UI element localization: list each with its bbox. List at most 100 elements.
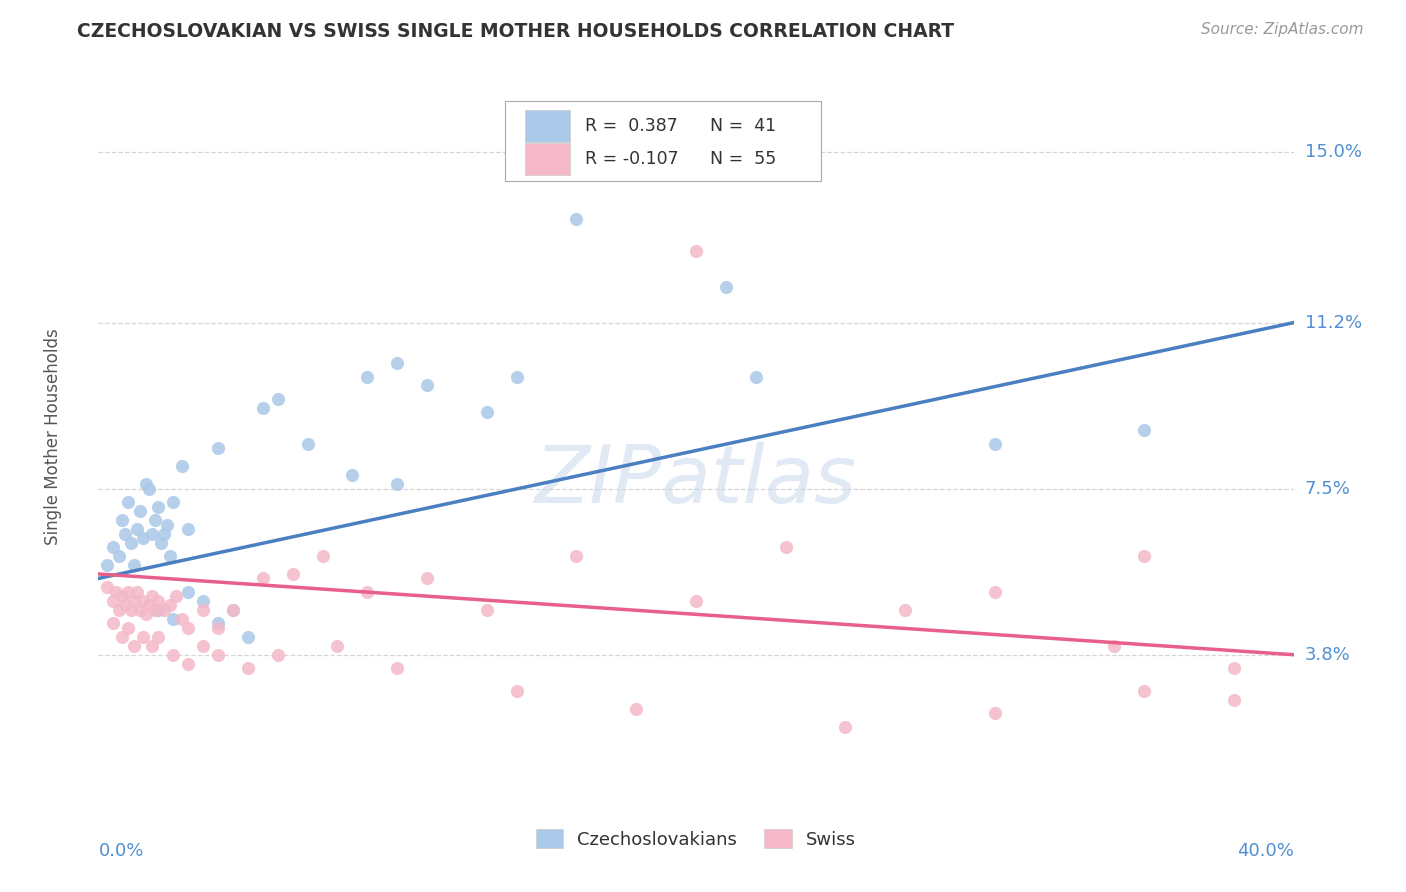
- Point: [714, 279, 737, 293]
- Point: [207, 442, 229, 456]
- Point: [117, 621, 139, 635]
- Point: [191, 603, 214, 617]
- Point: [114, 526, 136, 541]
- Text: Single Mother Households: Single Mother Households: [44, 329, 62, 545]
- Point: [127, 585, 149, 599]
- Point: [162, 612, 184, 626]
- Point: [416, 378, 439, 392]
- Point: [159, 549, 181, 563]
- Point: [834, 719, 856, 733]
- Point: [120, 603, 142, 617]
- Point: [103, 616, 125, 631]
- Point: [159, 599, 181, 613]
- Point: [565, 212, 588, 227]
- Point: [236, 630, 259, 644]
- Point: [132, 594, 155, 608]
- Point: [135, 477, 157, 491]
- Point: [120, 535, 142, 549]
- Point: [141, 639, 163, 653]
- Point: [117, 495, 139, 509]
- Legend: Czechoslovakians, Swiss: Czechoslovakians, Swiss: [536, 830, 856, 848]
- Point: [356, 369, 378, 384]
- Point: [191, 594, 214, 608]
- Point: [685, 244, 707, 258]
- FancyBboxPatch shape: [524, 110, 571, 142]
- Point: [129, 504, 152, 518]
- Text: 15.0%: 15.0%: [1305, 143, 1361, 161]
- Point: [222, 603, 245, 617]
- Text: 0.0%: 0.0%: [98, 842, 143, 860]
- Text: CZECHOSLOVAKIAN VS SWISS SINGLE MOTHER HOUSEHOLDS CORRELATION CHART: CZECHOSLOVAKIAN VS SWISS SINGLE MOTHER H…: [77, 22, 955, 41]
- Text: ZIPatlas: ZIPatlas: [534, 442, 858, 520]
- Point: [252, 401, 274, 415]
- Point: [108, 549, 131, 563]
- Text: 40.0%: 40.0%: [1237, 842, 1294, 860]
- Point: [111, 590, 134, 604]
- Point: [117, 585, 139, 599]
- Point: [148, 630, 170, 644]
- Point: [165, 590, 187, 604]
- Point: [103, 540, 125, 554]
- Point: [103, 594, 125, 608]
- Point: [984, 585, 1007, 599]
- Point: [1223, 661, 1246, 675]
- Point: [150, 535, 173, 549]
- Point: [894, 603, 917, 617]
- Point: [172, 459, 194, 474]
- Point: [132, 531, 155, 545]
- Point: [138, 482, 160, 496]
- Text: N =  55: N = 55: [710, 150, 776, 168]
- Point: [141, 526, 163, 541]
- FancyBboxPatch shape: [505, 101, 821, 181]
- Text: Source: ZipAtlas.com: Source: ZipAtlas.com: [1201, 22, 1364, 37]
- Point: [129, 603, 152, 617]
- Point: [177, 522, 200, 536]
- Point: [475, 405, 498, 419]
- Point: [475, 603, 498, 617]
- Point: [156, 517, 179, 532]
- Point: [1133, 549, 1156, 563]
- Point: [356, 585, 378, 599]
- Point: [326, 639, 349, 653]
- Point: [984, 437, 1007, 451]
- Point: [281, 566, 304, 581]
- Point: [745, 369, 768, 384]
- Point: [172, 612, 194, 626]
- Point: [177, 585, 200, 599]
- Point: [124, 558, 146, 572]
- Point: [132, 630, 155, 644]
- Point: [207, 616, 229, 631]
- Point: [984, 706, 1007, 720]
- Point: [108, 603, 131, 617]
- Point: [177, 657, 200, 671]
- Point: [207, 621, 229, 635]
- Point: [148, 603, 170, 617]
- Point: [153, 603, 176, 617]
- Point: [105, 585, 128, 599]
- Point: [506, 683, 529, 698]
- Point: [626, 701, 648, 715]
- Point: [138, 599, 160, 613]
- Point: [1133, 423, 1156, 437]
- Point: [1104, 639, 1126, 653]
- Text: R = -0.107: R = -0.107: [585, 150, 679, 168]
- Text: N =  41: N = 41: [710, 117, 776, 135]
- Point: [416, 571, 439, 585]
- Point: [148, 500, 170, 514]
- Point: [153, 526, 176, 541]
- Text: R =  0.387: R = 0.387: [585, 117, 678, 135]
- Point: [162, 648, 184, 662]
- Point: [385, 661, 409, 675]
- Point: [177, 621, 200, 635]
- FancyBboxPatch shape: [524, 143, 571, 175]
- Point: [685, 594, 707, 608]
- Point: [143, 513, 166, 527]
- Point: [385, 477, 409, 491]
- Point: [111, 630, 134, 644]
- Point: [385, 356, 409, 370]
- Point: [135, 607, 157, 622]
- Point: [506, 369, 529, 384]
- Point: [96, 581, 118, 595]
- Point: [222, 603, 245, 617]
- Point: [114, 599, 136, 613]
